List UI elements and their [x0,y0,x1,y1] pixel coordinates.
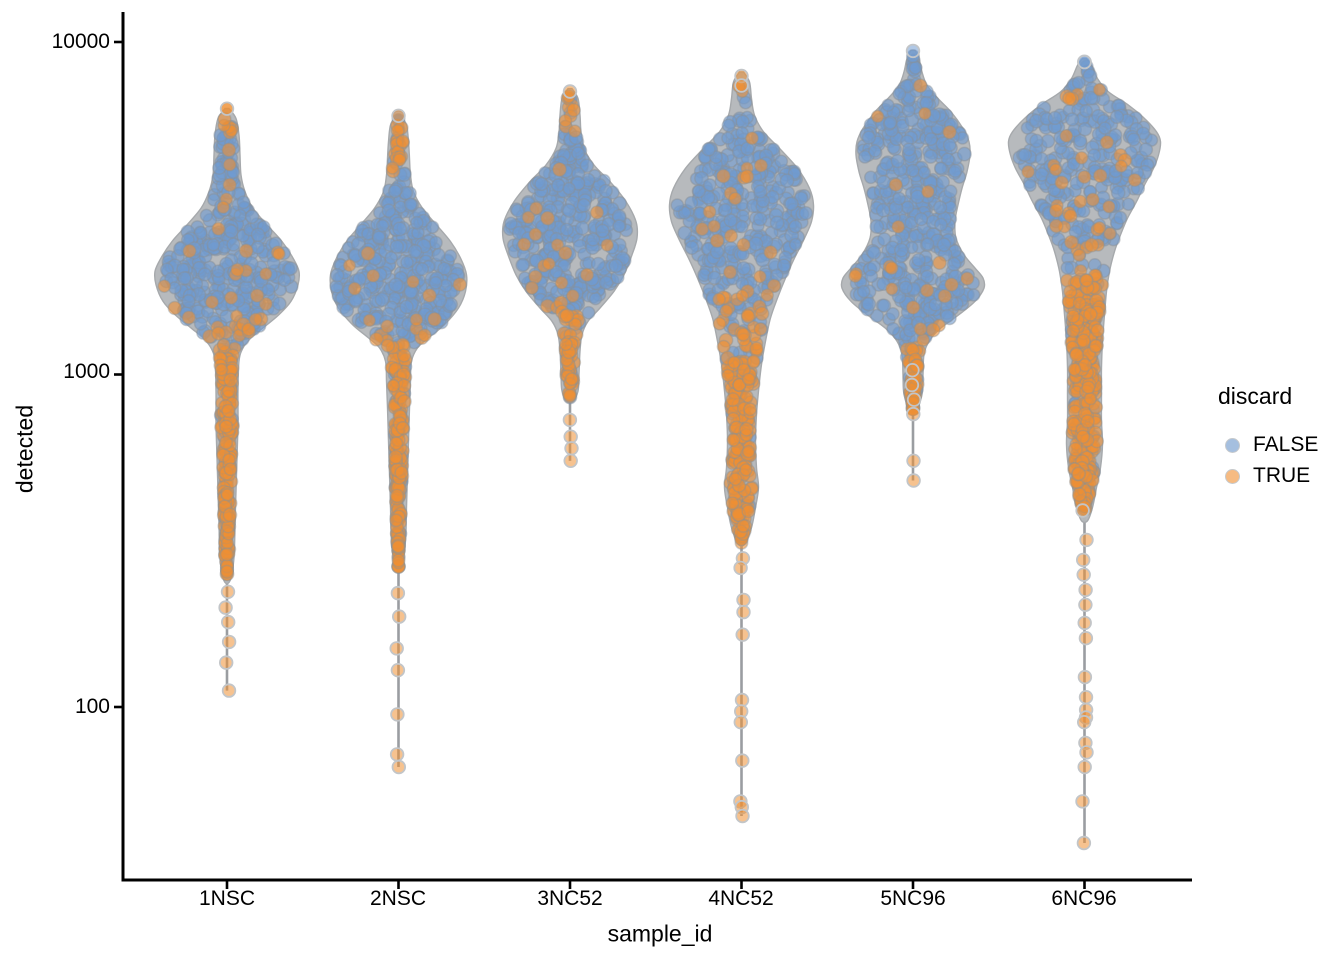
top-point-1NSC [219,101,235,116]
x-tick-label: 2NSC [369,887,427,910]
x-tick-label: 4NC52 [708,887,774,910]
top-point-5NC96 [905,43,921,59]
x-tick-label: 5NC96 [880,887,946,910]
y-tick-label: 100 [74,695,110,718]
top-point-3NC52 [562,84,578,99]
top-point-2NSC [391,108,406,124]
points-true-1NSC [157,101,286,582]
tail-points-3NC52 [562,412,579,469]
violin-group-4NC52 [668,68,815,824]
points-true-2NSC [342,118,468,574]
tail-points-4NC52 [733,551,751,824]
legend-label-false: FALSE [1253,433,1319,456]
legend-false-dot-icon [1225,437,1240,453]
legend: discard FALSE TRUE [1216,383,1342,494]
violin-group-3NC52 [501,84,639,469]
violin-group-5NC96 [840,43,986,488]
tail-points-1NSC [218,584,237,698]
axis-lines [121,12,1192,882]
x-tick-label: 3NC52 [537,887,603,910]
tail-points-6NC96 [1075,503,1094,851]
y-tick-label: 10000 [51,30,110,53]
legend-item-true: TRUE [1216,463,1342,489]
legend-true-dot-icon [1225,468,1240,484]
legend-item-false: FALSE [1216,432,1342,458]
x-tick-label: 1NSC [198,887,256,910]
top-point-6NC96 [1077,54,1092,70]
points-true-4NC52 [695,79,782,550]
legend-label-true: TRUE [1253,464,1311,487]
violin-group-6NC96 [1007,54,1162,851]
x-axis-title: sample_id [607,920,713,947]
top-point-4NC52 [734,78,749,93]
axes [114,12,1192,889]
violin-group-2NSC [329,108,468,775]
tail-points-5NC96 [904,363,922,488]
y-tick-label: 1000 [63,360,110,383]
tail-points-2NSC [389,585,407,775]
x-tick-label: 6NC96 [1051,887,1117,910]
violin-group-1NSC [153,101,301,698]
y-axis-title: detected [11,404,38,494]
legend-title: discard [1218,383,1293,409]
